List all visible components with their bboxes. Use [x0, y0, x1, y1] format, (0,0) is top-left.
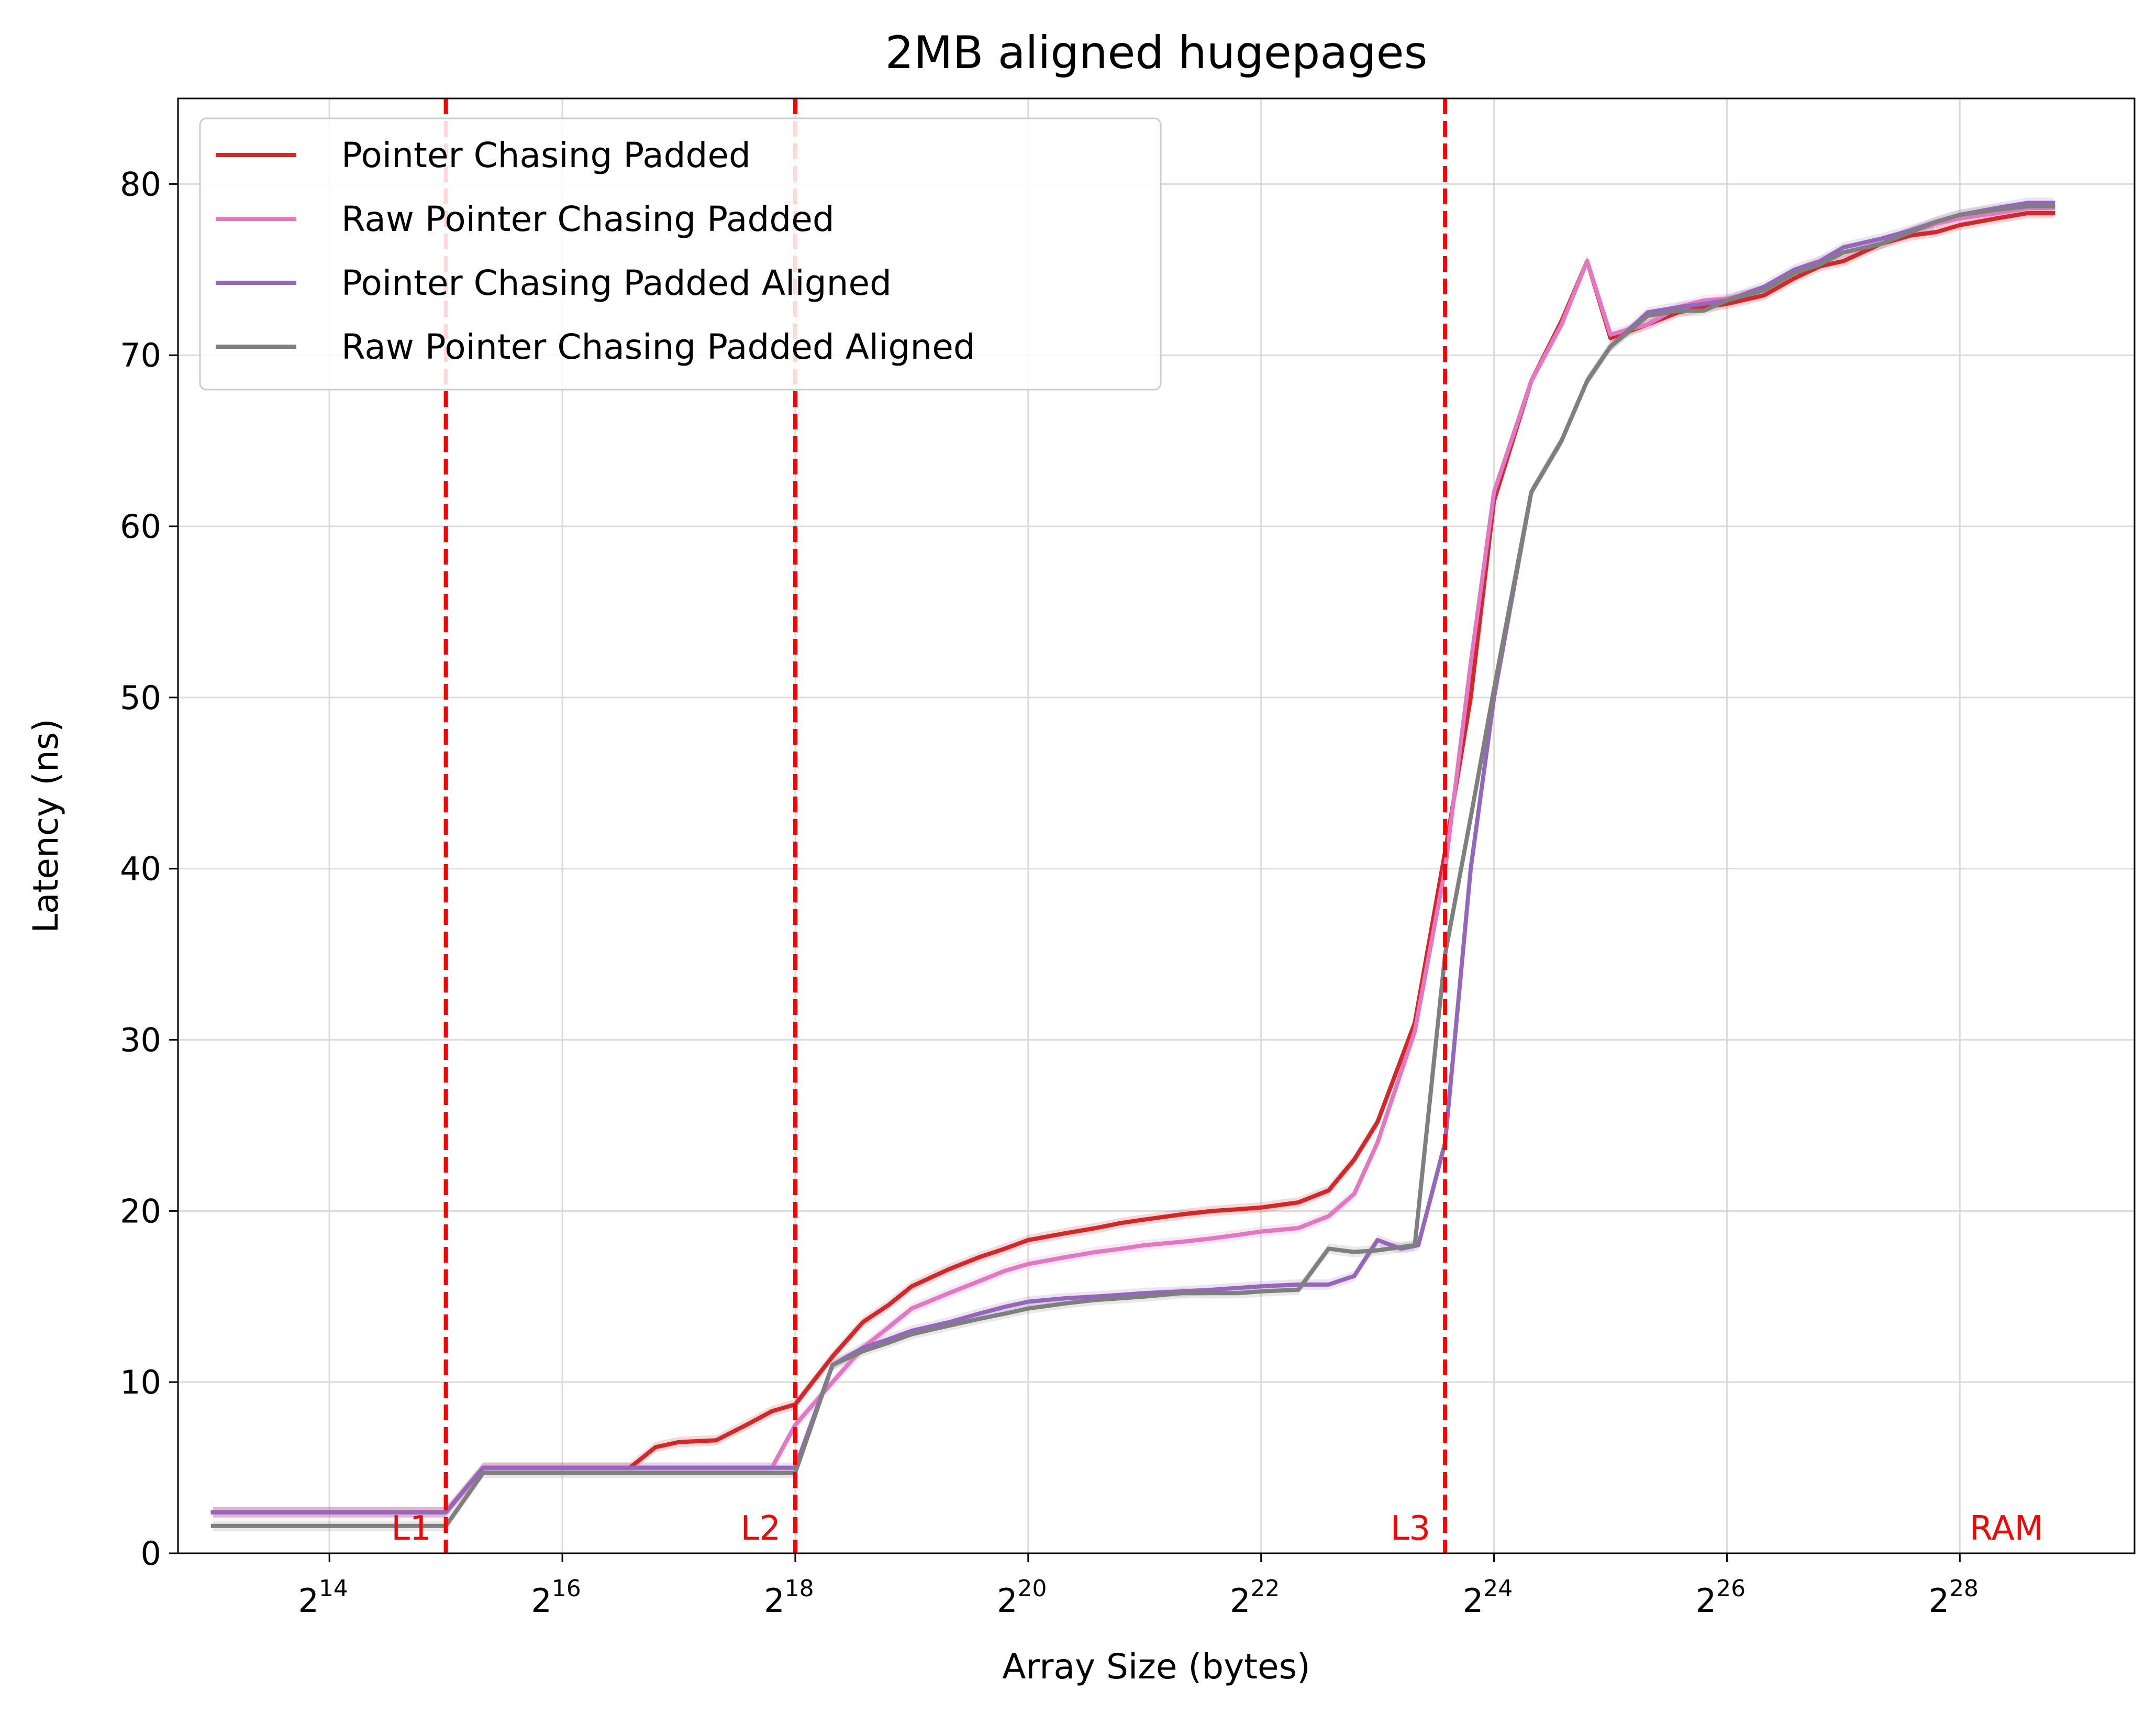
- legend-label: Raw Pointer Chasing Padded Aligned: [341, 327, 975, 367]
- legend: Pointer Chasing Padded Raw Pointer Chasin…: [199, 117, 1162, 391]
- series-line: [210, 201, 2055, 1515]
- chart-title: 2MB aligned hugepages: [885, 27, 1428, 79]
- cache-level-label: L3: [1391, 1509, 1430, 1548]
- x-tick-label: 216: [531, 1575, 581, 1620]
- plot-frame: [177, 97, 2136, 1554]
- axis-ticks: 214 216 218 220 222 224 226 228 0 10 20 30 40 50 60 70 8…: [120, 165, 1979, 1620]
- legend-label: Raw Pointer Chasing Padded: [341, 199, 835, 239]
- legend-box: [199, 117, 1162, 391]
- series-lines: [210, 201, 2055, 1528]
- x-tick-label: 228: [1929, 1575, 1979, 1620]
- cache-boundary-lines: L1 L2 L3 RAM: [391, 98, 2043, 1553]
- x-tick-label: 226: [1696, 1575, 1746, 1620]
- y-tick-label: 0: [141, 1534, 161, 1573]
- x-tick-label: 222: [1230, 1575, 1280, 1620]
- series-line: [210, 204, 2055, 1528]
- x-tick-label: 224: [1463, 1575, 1513, 1620]
- legend-label: Pointer Chasing Padded Aligned: [341, 263, 892, 303]
- y-tick-label: 60: [120, 507, 161, 546]
- y-tick-label: 20: [120, 1192, 161, 1230]
- cache-level-label: L2: [741, 1509, 781, 1548]
- y-tick-label: 10: [120, 1363, 161, 1401]
- ram-region-label: RAM: [1970, 1509, 2043, 1548]
- y-tick-label: 30: [120, 1021, 161, 1059]
- x-tick-label: 214: [298, 1575, 348, 1620]
- x-axis-label: Array Size (bytes): [1002, 1646, 1310, 1687]
- y-tick-label: 50: [120, 679, 161, 717]
- legend-label: Pointer Chasing Padded: [341, 135, 751, 175]
- y-axis-label: Latency (ns): [26, 719, 66, 933]
- y-tick-label: 80: [120, 165, 161, 203]
- y-tick-label: 40: [120, 850, 161, 888]
- cache-level-label: L1: [391, 1509, 431, 1548]
- x-tick-label: 218: [764, 1575, 814, 1620]
- x-tick-label: 220: [997, 1575, 1047, 1620]
- y-tick-label: 70: [120, 336, 161, 374]
